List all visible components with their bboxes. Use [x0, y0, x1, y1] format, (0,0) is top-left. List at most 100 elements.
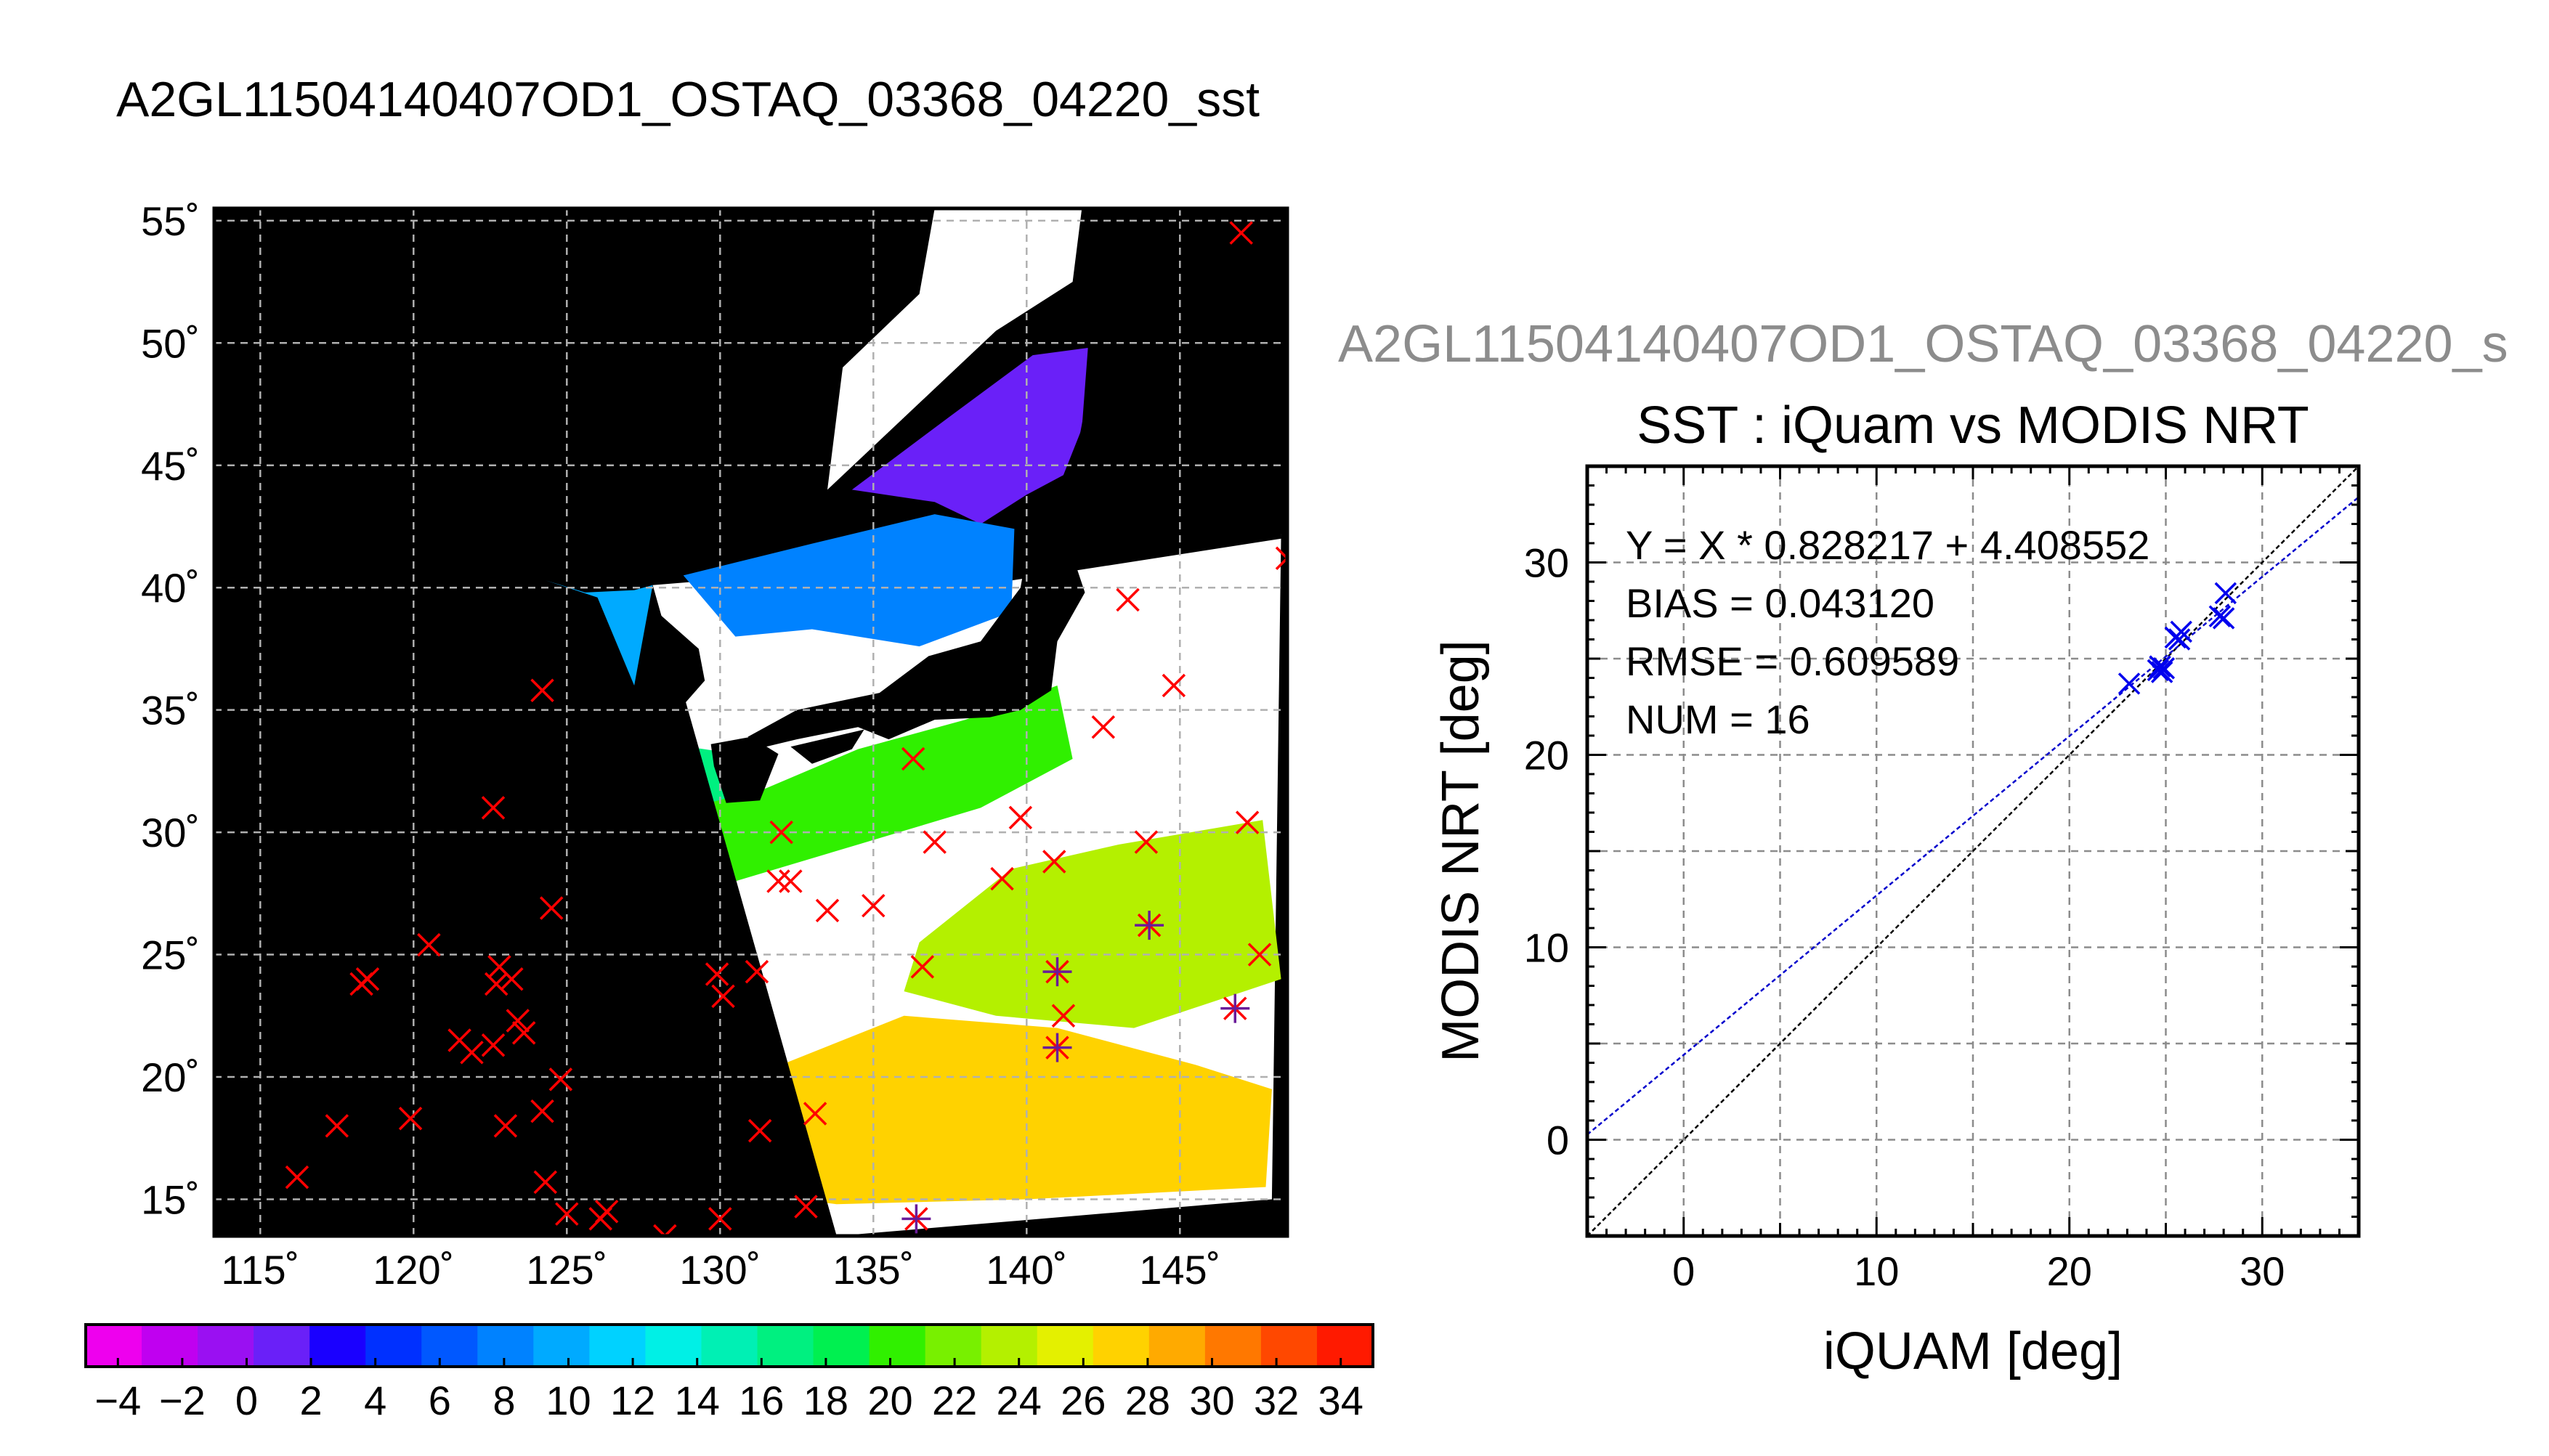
insitu-marker — [794, 1195, 818, 1219]
sst-map-chart: 115˚ 120˚ 125˚ 130˚ 135˚ 140˚ 145˚ 15˚ 20˚ 25˚ 30˚… — [141, 198, 1289, 1293]
insitu-marker — [588, 1207, 612, 1231]
insitu-marker — [349, 972, 373, 996]
insitu-marker — [923, 830, 947, 854]
land-hokkaido — [1026, 452, 1205, 551]
sst-region-okhotsk-sea — [851, 348, 1088, 524]
sst-region-kuroshio — [689, 686, 1073, 882]
colorbar-tick-label: 16 — [739, 1378, 784, 1423]
identity-line — [1587, 466, 2359, 1236]
scatter-point — [2150, 661, 2173, 683]
colorbar-tick-label: 0 — [235, 1378, 258, 1423]
colorbar-swatch — [981, 1325, 1038, 1367]
insitu-marker — [500, 967, 524, 991]
colorbar-swatch — [1037, 1325, 1094, 1367]
scatter-x-axis-label: iQUAM [deg] — [1823, 1322, 2123, 1380]
figure-title: A2GL11504140407OD1_OSTAQ_03368_04220_sst — [116, 72, 1260, 127]
insitu-marker — [511, 1021, 536, 1045]
scatter-overflow-title: A2GL11504140407OD1_OSTAQ_03368_04220_s — [1338, 315, 2508, 373]
colorbar-swatch — [1148, 1325, 1206, 1367]
colorbar-swatch — [86, 1325, 142, 1367]
matchup-marker — [1135, 911, 1164, 940]
colorbar-tick-label: 8 — [493, 1378, 515, 1423]
insitu-marker — [1229, 221, 1253, 245]
colorbar-swatch — [421, 1325, 478, 1367]
scatter-y-axis-label: MODIS NRT [deg] — [1432, 640, 1490, 1062]
scatter-lines — [1587, 466, 2359, 1236]
scatter-chart: SST : iQuam vs MODIS NRT 0 10 20 300102030 … — [1432, 396, 2361, 1380]
map-x-tick-label: 125˚ — [526, 1247, 607, 1293]
map-y-tick-label: 50˚ — [141, 320, 200, 366]
insitu-marker — [493, 1114, 518, 1138]
matchup-marker — [1042, 957, 1072, 987]
insitu-marker — [1116, 587, 1140, 612]
sst-region-tropical-pacific — [750, 1015, 1272, 1205]
insitu-marker — [803, 1102, 827, 1126]
map-y-tick-label: 25˚ — [141, 932, 200, 978]
scatter-point — [2170, 620, 2192, 643]
scatter-x-tick-label: 10 — [1854, 1248, 1899, 1294]
colorbar-tick-label: 30 — [1189, 1378, 1234, 1423]
insitu-marker — [285, 1165, 309, 1189]
insitu-marker — [1008, 805, 1033, 830]
matchup-marker — [901, 1204, 931, 1234]
colorbar-tick-label: −4 — [94, 1378, 141, 1423]
insitu-marker — [711, 984, 735, 1009]
sst-region-west-coast — [545, 580, 653, 686]
scatter-y-tick-label: 30 — [1524, 540, 1569, 586]
insitu-marker — [1134, 830, 1159, 854]
colorbar-swatch — [1316, 1325, 1374, 1367]
insitu-marker — [530, 678, 554, 702]
map-y-tick-label: 40˚ — [141, 565, 200, 611]
colorbar-frame — [84, 1323, 1374, 1368]
colorbar-swatch — [1093, 1325, 1150, 1367]
scatter-stat-fit: Y = X * 0.828217 + 4.408552 — [1626, 522, 2149, 568]
insitu-marker — [1162, 673, 1186, 698]
map-x-tick-label: 145˚ — [1139, 1247, 1220, 1293]
colorbar-tick-label: 24 — [997, 1378, 1042, 1423]
colorbar-swatch — [701, 1325, 758, 1367]
insitu-marker — [653, 1224, 677, 1236]
map-x-tick-label: 120˚ — [373, 1247, 454, 1293]
insitu-marker — [1051, 1004, 1076, 1028]
map-x-tick-label: 130˚ — [679, 1247, 761, 1293]
scatter-point — [2208, 605, 2232, 627]
colorbar-tick-label: 26 — [1061, 1378, 1106, 1423]
map-y-tick-label: 15˚ — [141, 1176, 200, 1222]
map-y-tick-label: 55˚ — [141, 198, 200, 244]
colorbar-tick-label: 14 — [675, 1378, 720, 1423]
scatter-x-tick-label: 30 — [2240, 1248, 2285, 1294]
insitu-marker — [815, 898, 840, 923]
sst-region-sea-of-japan-north — [683, 514, 1015, 647]
insitu-marker — [705, 962, 729, 986]
map-frame — [212, 206, 1289, 1238]
colorbar-swatch — [365, 1325, 422, 1367]
scatter-points — [2118, 582, 2237, 695]
insitu-marker — [555, 1202, 579, 1226]
scatter-point — [2152, 657, 2176, 680]
map-y-tick-label: 30˚ — [141, 810, 200, 855]
scatter-point — [2168, 628, 2191, 651]
insitu-marker — [398, 1107, 423, 1131]
insitu-marker — [481, 796, 506, 820]
insitu-marker — [417, 932, 441, 957]
scatter-point — [2212, 607, 2235, 630]
colorbar-tick-label: 34 — [1318, 1378, 1363, 1423]
scatter-ticks: 0 10 20 30 0 10 20 30 — [1524, 465, 2360, 1294]
land-honshu — [747, 553, 1085, 747]
scatter-x-tick-label: 0 — [1672, 1248, 1695, 1294]
colorbar-swatch — [925, 1325, 982, 1367]
map-y-tick-label: 35˚ — [141, 688, 200, 733]
land-kyushu — [710, 736, 779, 803]
insitu-marker — [1091, 715, 1116, 739]
scatter-y-tick-label: 10 — [1524, 925, 1569, 971]
colorbar-swatch — [309, 1325, 366, 1367]
insitu-marker — [1275, 546, 1287, 571]
insitu-marker — [1247, 943, 1272, 967]
cloud-band-north — [827, 208, 1082, 490]
sst-region-subtropical-pacific — [904, 820, 1281, 1028]
colorbar-swatch — [198, 1325, 254, 1367]
scatter-point — [2214, 582, 2237, 605]
map-x-tick-label: 115˚ — [221, 1247, 299, 1293]
insitu-marker — [708, 1207, 732, 1231]
